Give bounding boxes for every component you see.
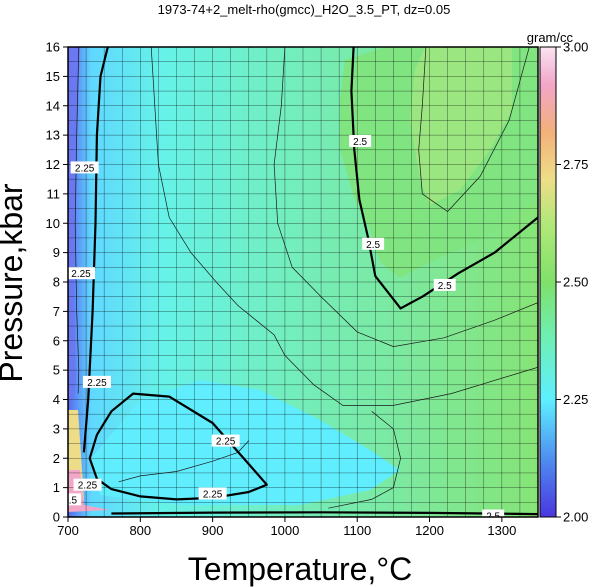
contour-label: 2.5 bbox=[349, 135, 372, 148]
x-tick-label: 1000 bbox=[270, 523, 299, 538]
contour-label: 2.5 bbox=[63, 493, 82, 506]
contour-label-text: 2.5 bbox=[63, 495, 77, 506]
contour-line-bold bbox=[111, 511, 538, 516]
contour-label: 2.25 bbox=[198, 487, 227, 501]
contour-label-bg bbox=[70, 161, 99, 174]
contour-label: 2.5 bbox=[362, 237, 385, 251]
contour-label-bg bbox=[198, 487, 227, 500]
colorbar-unit: gram/cc bbox=[527, 30, 574, 45]
contour-label: 2.5 bbox=[433, 278, 456, 292]
x-tick-label: 1300 bbox=[487, 523, 516, 538]
x-tick-label: 700 bbox=[57, 523, 79, 538]
colorbar: 2.00 2.25 2.50 2.75 3.00 gram/cc bbox=[527, 30, 589, 525]
x-axis-label: Temperature,°C bbox=[188, 551, 412, 587]
plot-area: 2.252.252.252.252.252.252.52.52.52.52.5 bbox=[63, 47, 538, 523]
y-tick-label: 14 bbox=[46, 98, 60, 113]
y-tick-label: 7 bbox=[53, 304, 60, 319]
y-tick-label: 8 bbox=[53, 275, 60, 290]
contour-line-thin bbox=[150, 47, 538, 406]
contour-label: 2.25 bbox=[68, 267, 96, 280]
y-tick-label: 6 bbox=[53, 333, 60, 348]
contour-line-bold bbox=[88, 392, 268, 501]
y-tick-label: 1 bbox=[53, 480, 60, 495]
contour-line-bold bbox=[350, 47, 538, 310]
contour-line-thin bbox=[118, 440, 250, 483]
contour-label-text: 2.25 bbox=[203, 490, 223, 501]
contour-label-bg bbox=[362, 237, 385, 250]
x-tick-label: 1200 bbox=[415, 523, 444, 538]
y-tick-label: 15 bbox=[46, 69, 60, 84]
contour-label-bg bbox=[482, 509, 505, 517]
y-tick-label: 4 bbox=[53, 392, 60, 407]
colorbar-gradient bbox=[539, 46, 557, 518]
contour-label-text: 2.25 bbox=[216, 437, 236, 448]
x-tick-label: 800 bbox=[129, 523, 151, 538]
contour-label-text: 2.25 bbox=[78, 481, 98, 492]
contour-label: 2.25 bbox=[73, 478, 102, 492]
y-tick-label: 2 bbox=[53, 451, 60, 466]
y-tick-label: 16 bbox=[46, 40, 60, 55]
colorbar-tick-label: 2.75 bbox=[563, 157, 588, 172]
contour-label: 2.25 bbox=[82, 375, 111, 389]
contour-label-bg bbox=[82, 375, 111, 388]
contour-line-bold bbox=[82, 47, 109, 453]
contour-label-text: 2.5 bbox=[366, 240, 380, 251]
colorbar-ticks: 2.00 2.25 2.50 2.75 3.00 bbox=[556, 40, 588, 525]
contour-label-text: 2.25 bbox=[71, 269, 91, 280]
x-tick-label: 900 bbox=[202, 523, 224, 538]
contour-label-bg bbox=[68, 267, 96, 280]
contour-label-text: 2.25 bbox=[87, 378, 107, 389]
field-region-cyan-low bbox=[90, 380, 400, 505]
y-tick-label: 13 bbox=[46, 128, 60, 143]
x-tick-label: 1100 bbox=[343, 523, 371, 538]
contour-line-thin bbox=[418, 47, 530, 212]
contour-label-text: 2.5 bbox=[438, 281, 452, 292]
y-tick-label: 10 bbox=[46, 216, 60, 231]
y-tick-label: 9 bbox=[53, 245, 60, 260]
colorbar-tick-label: 3.00 bbox=[563, 40, 588, 55]
contour-labels: 2.252.252.252.252.252.252.52.52.52.52.5 bbox=[63, 135, 505, 523]
contour-lines-bold bbox=[82, 47, 538, 516]
y-tick-label: 12 bbox=[46, 157, 60, 172]
contour-label-bg bbox=[68, 493, 82, 506]
contour-label-bg bbox=[211, 434, 240, 447]
contour-label-bg bbox=[349, 135, 372, 147]
y-tick-label: 5 bbox=[53, 363, 60, 378]
contour-label-bg bbox=[433, 278, 456, 291]
colorbar-tick-label: 2.25 bbox=[563, 392, 588, 407]
contour-label-bg bbox=[73, 478, 102, 491]
y-axis-label: Pressure,kbar bbox=[0, 183, 29, 383]
contour-label-text: 2.25 bbox=[75, 163, 95, 174]
x-axis-ticks: 700 800 900 1000 1100 1200 1300 bbox=[57, 517, 516, 538]
y-tick-label: 3 bbox=[53, 421, 60, 436]
contour-line-thin bbox=[328, 411, 401, 509]
contour-label-text: 2.5 bbox=[486, 512, 500, 523]
colorbar-tick-label: 2.50 bbox=[563, 275, 588, 290]
contour-line-thin bbox=[273, 47, 538, 347]
field-region-light-green bbox=[410, 47, 512, 205]
y-tick-label: 11 bbox=[47, 186, 61, 201]
contour-label: 2.25 bbox=[70, 161, 99, 174]
chart-title: 1973-74+2_melt-rho(gmcc)_H2O_3.5_PT, dz=… bbox=[158, 2, 451, 17]
contour-label: 2.25 bbox=[211, 434, 240, 448]
colorbar-tick-label: 2.00 bbox=[563, 510, 588, 525]
y-tick-label: 0 bbox=[53, 510, 60, 525]
contour-label: 2.5 bbox=[482, 509, 505, 523]
contour-label-text: 2.5 bbox=[353, 137, 367, 148]
